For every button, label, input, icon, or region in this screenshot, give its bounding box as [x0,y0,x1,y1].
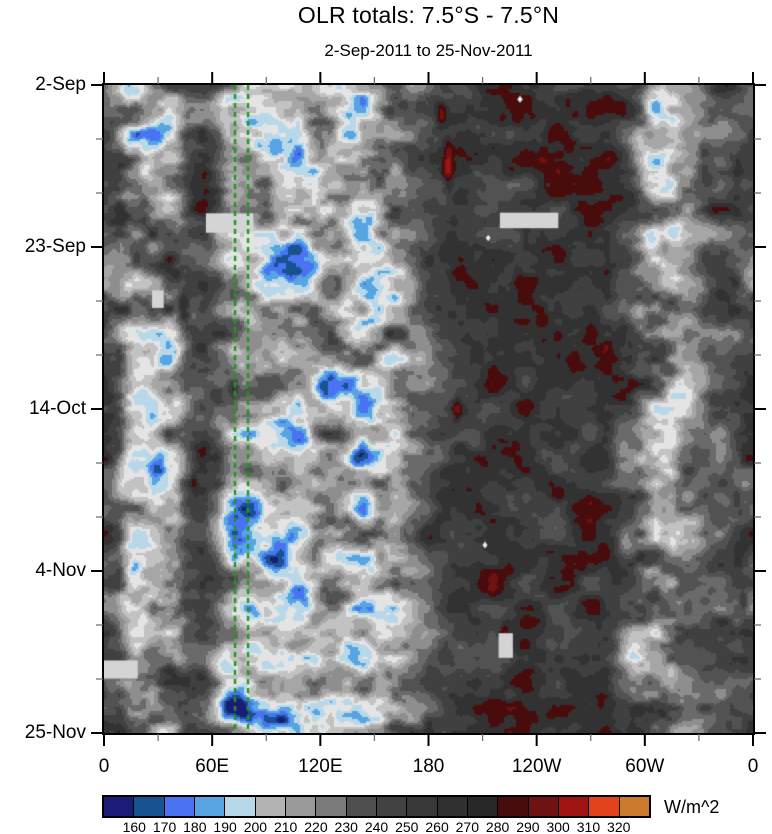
colorbar-tick-label: 240 [364,819,389,834]
colorbar-cell [194,797,226,816]
colorbar-cell [589,797,620,816]
colorbar-cell [134,797,165,816]
colorbar-tick-label: 170 [152,819,177,834]
chart-subtitle: 2-Sep-2011 to 25-Nov-2011 [324,41,533,60]
colorbar-cell [619,797,649,816]
y-tick-label: 14-Oct [28,398,86,419]
colorbar-cell [407,797,438,816]
x-tick-label: 60W [625,756,665,777]
colorbar-cell [558,797,590,816]
colorbar-tick-label: 210 [273,819,298,834]
colorbar-tick-label: 190 [213,819,237,834]
chart-title: OLR totals: 7.5°S - 7.5°N [297,2,560,28]
colorbar [102,795,651,818]
colorbar-tick-label: 260 [425,819,449,834]
colorbar-tick-label: 300 [546,819,570,834]
x-tick-label: 180 [412,756,445,777]
colorbar-cell [104,797,135,816]
x-tick-label: 0 [747,756,759,777]
colorbar-cell [285,797,317,816]
colorbar-tick-label: 270 [455,819,480,834]
colorbar-cell [255,797,286,816]
colorbar-tick-label: 220 [304,819,328,834]
colorbar-cell [164,797,195,816]
y-tick-label: 2-Sep [35,74,86,95]
x-tick-label: 60E [195,756,230,777]
colorbar-tick-label: 250 [395,819,419,834]
colorbar-tick-label: 310 [576,819,601,834]
colorbar-cell [498,797,529,816]
colorbar-tick-label: 320 [607,819,631,834]
colorbar-cell [346,797,377,816]
colorbar-tick-label: 160 [122,819,146,834]
x-tick-label: 120E [298,756,343,777]
y-tick-label: 23-Sep [24,236,86,257]
colorbar-tick-label: 290 [516,819,540,834]
colorbar-tick-label: 200 [243,819,268,834]
colorbar-tick-label: 280 [485,819,510,834]
colorbar-cell [376,797,408,816]
x-tick-label: 0 [98,756,110,777]
colorbar-cell [316,797,347,816]
colorbar-tick-label: 180 [183,819,207,834]
colorbar-units-label: W/m^2 [664,797,720,817]
x-tick-label: 120W [511,756,562,777]
y-tick-label: 4-Nov [35,560,86,581]
colorbar-cell [225,797,256,816]
colorbar-cell [437,797,468,816]
colorbar-cell [467,797,499,816]
colorbar-cell [528,797,559,816]
y-tick-label: 25-Nov [24,722,86,743]
colorbar-tick-label: 230 [334,819,358,834]
olr-hovmoller-heatmap [104,85,753,733]
